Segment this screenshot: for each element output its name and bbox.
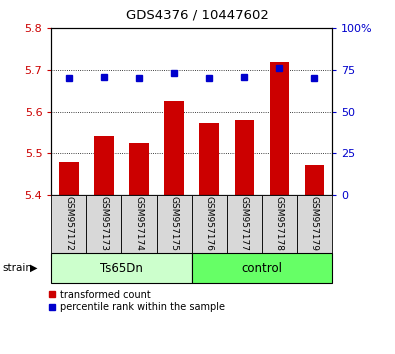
Bar — [59, 162, 79, 195]
Bar — [51, 195, 87, 253]
Bar — [51, 253, 192, 283]
Text: GDS4376 / 10447602: GDS4376 / 10447602 — [126, 9, 269, 22]
Text: GSM957174: GSM957174 — [134, 196, 143, 251]
Text: GSM957178: GSM957178 — [275, 196, 284, 251]
Bar — [122, 195, 156, 253]
Bar — [192, 253, 332, 283]
Text: control: control — [241, 262, 282, 275]
Bar — [261, 195, 297, 253]
Bar — [199, 123, 219, 195]
Bar — [87, 195, 122, 253]
Text: strain: strain — [2, 263, 32, 273]
Text: GSM957175: GSM957175 — [169, 196, 179, 251]
Bar — [156, 195, 192, 253]
Text: GSM957179: GSM957179 — [310, 196, 319, 251]
Bar — [235, 120, 254, 195]
Bar — [227, 195, 261, 253]
Text: Ts65Dn: Ts65Dn — [100, 262, 143, 275]
Bar — [94, 136, 114, 195]
Bar — [297, 195, 332, 253]
Legend: transformed count, percentile rank within the sample: transformed count, percentile rank withi… — [48, 290, 225, 312]
Text: GSM957173: GSM957173 — [100, 196, 109, 251]
Bar — [269, 62, 289, 195]
Text: GSM957177: GSM957177 — [240, 196, 249, 251]
Text: ▶: ▶ — [30, 263, 37, 273]
Text: GSM957172: GSM957172 — [64, 196, 73, 251]
Bar — [164, 101, 184, 195]
Bar — [192, 195, 227, 253]
Bar — [305, 165, 324, 195]
Text: GSM957176: GSM957176 — [205, 196, 214, 251]
Bar — [129, 143, 149, 195]
